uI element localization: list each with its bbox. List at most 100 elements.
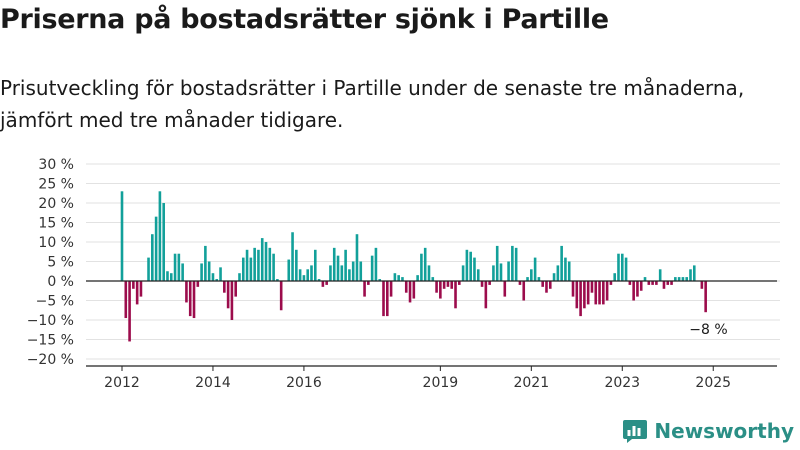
x-tick-label: 2023 — [604, 375, 640, 391]
bar — [310, 265, 313, 281]
bar — [488, 281, 491, 285]
bar — [564, 257, 567, 281]
bar — [408, 281, 412, 303]
bar — [351, 261, 355, 281]
bar — [628, 281, 632, 285]
bar — [241, 257, 245, 281]
grid-layer — [86, 163, 780, 360]
bar — [291, 232, 294, 281]
bar — [260, 238, 264, 281]
bar — [139, 281, 143, 297]
bar — [230, 281, 234, 320]
page-title: Priserna på bostadsrätter sjönk i Partil… — [0, 4, 609, 35]
bar — [484, 281, 488, 309]
bar — [401, 277, 404, 281]
y-tick-label: 15 % — [38, 216, 74, 232]
bar — [605, 281, 609, 301]
y-tick-label: −10 % — [27, 313, 74, 329]
bar — [545, 281, 548, 293]
bar — [386, 281, 389, 317]
x-axis: 2012 2014 2016 2019 2021 2023 2025 — [86, 280, 777, 391]
bar — [245, 249, 249, 281]
brand-name: Newsworthy — [654, 419, 794, 443]
y-tick-label: 20 % — [38, 196, 74, 212]
bar — [541, 281, 544, 287]
bar — [279, 281, 283, 311]
bar — [188, 281, 192, 317]
bar — [511, 245, 514, 281]
bar — [674, 277, 677, 281]
y-tick-label: 0 % — [47, 274, 74, 290]
bar — [124, 281, 128, 319]
bar — [181, 263, 184, 281]
bar — [469, 251, 472, 281]
bar — [412, 281, 416, 299]
bar — [287, 259, 291, 281]
bar — [439, 281, 442, 299]
bar — [575, 281, 579, 309]
bar — [617, 253, 620, 281]
bar — [537, 277, 541, 281]
bar — [329, 265, 332, 281]
bar — [495, 245, 499, 281]
bar — [370, 255, 374, 281]
bar — [465, 249, 469, 281]
x-tick-label: 2014 — [195, 375, 231, 391]
bar — [192, 281, 196, 319]
bar — [476, 269, 480, 281]
bar — [586, 281, 590, 305]
x-tick-label: 2025 — [695, 375, 731, 391]
bar — [249, 257, 253, 281]
bar — [253, 247, 256, 281]
bar — [397, 275, 400, 281]
bar — [507, 261, 510, 281]
bar — [378, 279, 382, 281]
bar — [147, 257, 150, 281]
bar — [317, 279, 321, 281]
bar — [556, 265, 560, 281]
bar — [132, 281, 135, 289]
bar — [461, 265, 465, 281]
bar — [169, 273, 173, 281]
bar — [257, 249, 260, 281]
x-tick-label: 2021 — [513, 375, 549, 391]
bar — [268, 247, 272, 281]
bar — [454, 281, 457, 309]
bar — [423, 247, 427, 281]
bar — [207, 261, 211, 281]
last-value-annotation: −8 % — [689, 322, 727, 338]
bar — [276, 279, 279, 281]
bar — [325, 281, 328, 285]
bar — [404, 281, 408, 293]
bar — [158, 191, 162, 281]
bar — [435, 281, 438, 293]
bar — [526, 277, 529, 281]
bar — [643, 277, 647, 281]
bar — [151, 234, 154, 281]
bar-chart-icon — [623, 420, 648, 443]
bar — [298, 269, 302, 281]
annotations: −8 % — [689, 322, 727, 338]
bar — [154, 216, 158, 281]
bar — [700, 281, 704, 289]
bar — [264, 242, 268, 281]
bar — [427, 265, 431, 281]
bar — [666, 281, 670, 285]
bar — [689, 269, 692, 281]
bar — [567, 261, 571, 281]
newsworthy-logo: Newsworthy — [622, 418, 794, 444]
bar — [306, 269, 310, 281]
bar — [514, 247, 518, 281]
bar — [272, 253, 275, 281]
bar — [120, 191, 124, 281]
bar — [552, 273, 556, 281]
bar — [681, 277, 685, 281]
bar — [685, 277, 689, 281]
bar — [332, 247, 336, 281]
bar — [594, 281, 598, 305]
bar — [226, 281, 230, 309]
bar — [416, 275, 419, 281]
bar — [598, 281, 601, 305]
bar — [340, 265, 344, 281]
